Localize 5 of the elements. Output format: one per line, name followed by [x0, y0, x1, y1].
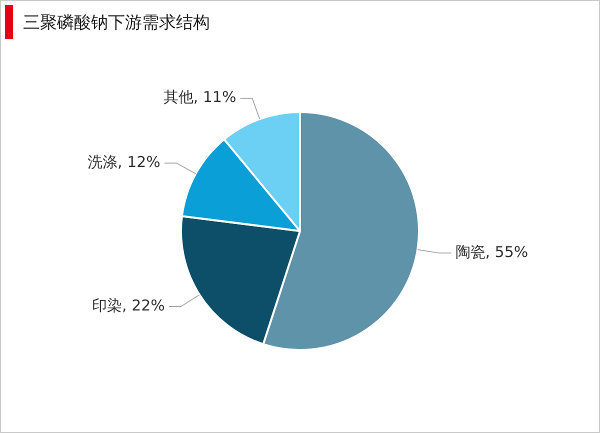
slice-label: 印染, 22% [92, 296, 165, 314]
slice-label: 陶瓷, 55% [455, 242, 528, 261]
slice-label: 其他, 11% [163, 88, 236, 106]
chart-title: 三聚磷酸钠下游需求结构 [23, 12, 210, 34]
slice-label: 洗涤, 12% [88, 152, 160, 171]
